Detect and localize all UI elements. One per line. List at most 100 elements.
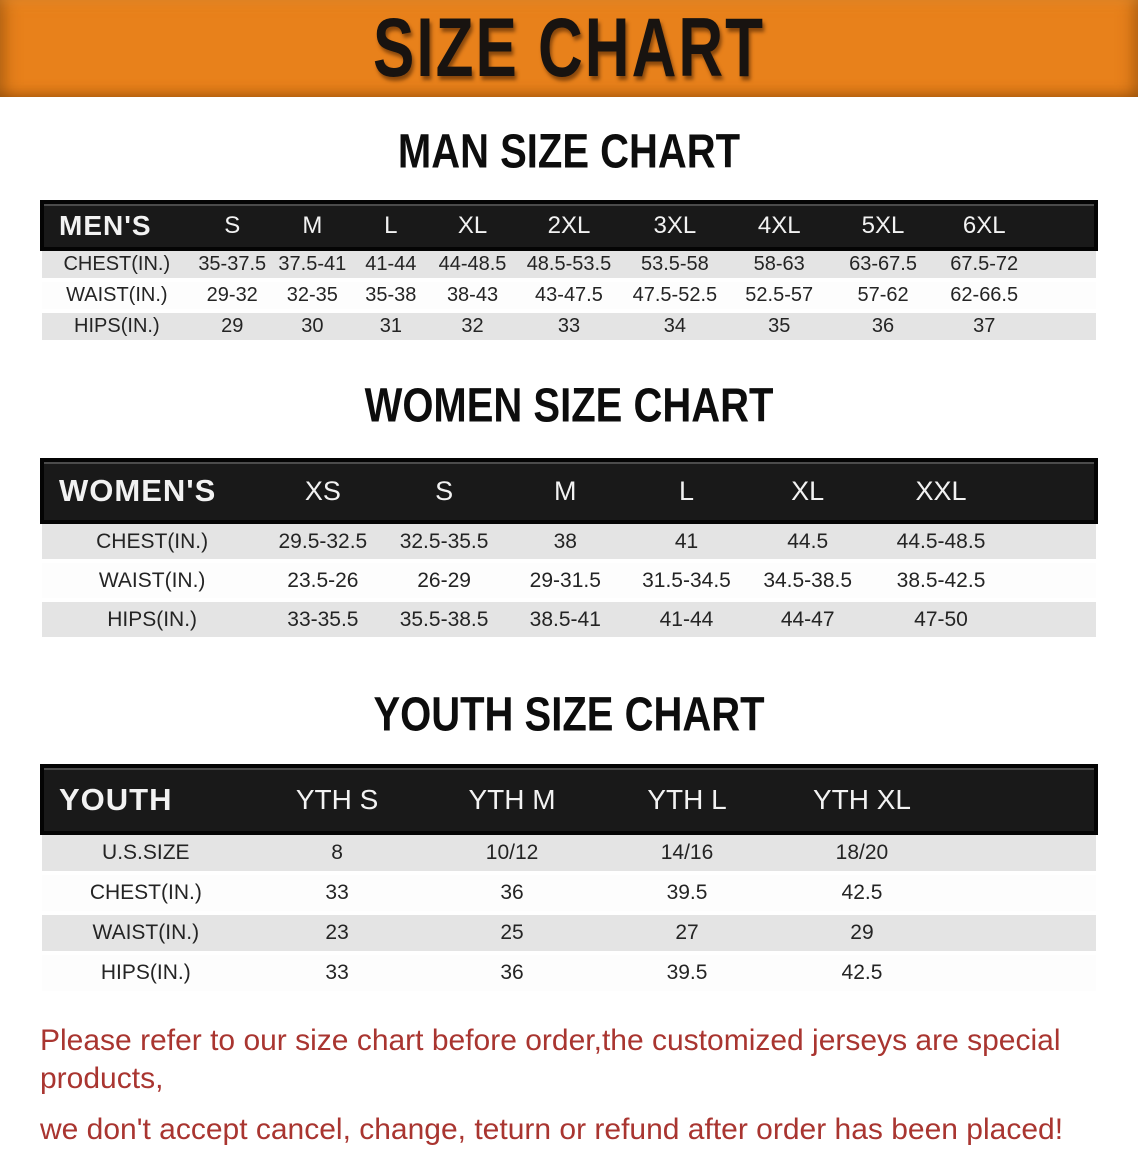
men-chest-in-2xl: 48.5-53.5	[515, 247, 623, 282]
men-hips-in-m: 30	[272, 311, 352, 344]
men-chest-in-xl: 44-48.5	[429, 247, 516, 282]
women-row-waist-in: WAIST(IN.) 23.5-26 26-29 29-31.5 31.5-34.5 34…	[42, 561, 1096, 602]
women-waist-in-m: 29-31.5	[504, 561, 626, 602]
youth-u-s-size-yth-m: 10/12	[424, 831, 600, 875]
men-hips-in-3xl: 34	[622, 311, 728, 344]
men-chest-in-3xl: 53.5-58	[622, 247, 728, 282]
youth-header-row: YOUTH YTH S YTH M YTH L YTH XL	[40, 764, 1098, 835]
men-size-table: MEN'S S M L XL 2XL 3XL 4XL 5XL 6XL CHEST(IN.) 35-37…	[40, 200, 1099, 344]
size-chart-banner: SIZE CHART	[0, 0, 1138, 97]
men-col-3xl: 3XL	[622, 200, 728, 251]
youth-col-yth-l: YTH L	[599, 764, 775, 835]
youth-col-yth-m: YTH M	[424, 764, 600, 835]
youth-col-yth-xl: YTH XL	[774, 764, 950, 835]
youth-col-yth-s: YTH S	[249, 764, 425, 835]
men-row-label-waist-in: WAIST(IN.)	[42, 280, 192, 313]
women-waist-in-xs: 23.5-26	[262, 561, 384, 602]
men-hips-in-5xl: 36	[831, 311, 935, 344]
women-section-heading-text: WOMEN SIZE CHART	[364, 379, 774, 433]
women-waist-in-xxl: 38.5-42.5	[868, 561, 1014, 602]
men-waist-in-4xl: 52.5-57	[727, 280, 832, 313]
youth-row-chest-in: CHEST(IN.) 33 36 39.5 42.5	[42, 873, 1096, 915]
youth-chest-in-yth-m: 36	[424, 873, 600, 915]
youth-row-label-u-s-size: U.S.SIZE	[42, 831, 250, 875]
men-hips-in-2xl: 33	[515, 311, 623, 344]
women-row-filler	[1013, 600, 1096, 641]
men-col-xl: XL	[429, 200, 516, 251]
men-row-waist-in: WAIST(IN.) 29-32 32-35 35-38 38-43 43-47.5 47.…	[42, 280, 1096, 313]
youth-row-filler	[949, 873, 1096, 915]
women-waist-in-l: 31.5-34.5	[625, 561, 748, 602]
men-row-label-hips-in: HIPS(IN.)	[42, 311, 192, 344]
men-col-l: L	[351, 200, 430, 251]
youth-u-s-size-yth-s: 8	[249, 831, 425, 875]
women-row-label-waist-in: WAIST(IN.)	[42, 561, 263, 602]
men-section-heading: MAN SIZE CHART	[0, 126, 1138, 179]
men-col-s: S	[191, 200, 273, 251]
youth-size-table: YOUTH YTH S YTH M YTH L YTH XL U.S.SIZE 8 10/12…	[40, 764, 1098, 995]
men-col-m: M	[272, 200, 352, 251]
men-hips-in-s: 29	[191, 311, 273, 344]
men-waist-in-m: 32-35	[272, 280, 352, 313]
women-hips-in-xxl: 47-50	[868, 600, 1014, 641]
order-notice: Please refer to our size chart before or…	[40, 1022, 1098, 1149]
women-row-filler	[1013, 561, 1096, 602]
men-col-2xl: 2XL	[515, 200, 623, 251]
men-hips-in-4xl: 35	[727, 311, 832, 344]
men-row-label-chest-in: CHEST(IN.)	[42, 247, 192, 282]
women-row-label-hips-in: HIPS(IN.)	[42, 600, 263, 641]
youth-size-section: YOUTH SIZE CHART YOUTH YTH S YTH M YTH L YTH…	[0, 689, 1138, 995]
women-header-filler	[1013, 458, 1099, 524]
men-row-filler	[1033, 280, 1096, 313]
men-chest-in-6xl: 67.5-72	[934, 247, 1034, 282]
women-col-xxl: XXL	[868, 458, 1014, 524]
women-row-filler	[1013, 520, 1096, 563]
women-col-xs: XS	[262, 458, 384, 524]
men-hips-in-xl: 32	[429, 311, 516, 344]
men-chest-in-m: 37.5-41	[272, 247, 352, 282]
men-waist-in-s: 29-32	[191, 280, 273, 313]
women-hips-in-m: 38.5-41	[504, 600, 626, 641]
men-header-filler	[1033, 200, 1099, 251]
youth-row-hips-in: HIPS(IN.) 33 36 39.5 42.5	[42, 953, 1096, 995]
youth-hips-in-yth-s: 33	[249, 953, 425, 995]
men-waist-in-5xl: 57-62	[831, 280, 935, 313]
women-hips-in-xs: 33-35.5	[262, 600, 384, 641]
women-chest-in-xs: 29.5-32.5	[262, 520, 384, 563]
men-col-5xl: 5XL	[831, 200, 935, 251]
women-col-xl: XL	[747, 458, 869, 524]
women-hips-in-s: 35.5-38.5	[383, 600, 505, 641]
men-col-6xl: 6XL	[934, 200, 1034, 251]
women-col-m: M	[504, 458, 626, 524]
men-row-filler	[1033, 311, 1096, 344]
women-hips-in-l: 41-44	[625, 600, 748, 641]
men-chest-in-5xl: 63-67.5	[831, 247, 935, 282]
women-chest-in-m: 38	[504, 520, 626, 563]
men-header-row: MEN'S S M L XL 2XL 3XL 4XL 5XL 6XL	[40, 200, 1099, 251]
men-col-4xl: 4XL	[727, 200, 832, 251]
women-col-l: L	[625, 458, 748, 524]
women-hips-in-xl: 44-47	[747, 600, 869, 641]
women-chest-in-xxl: 44.5-48.5	[868, 520, 1014, 563]
men-row-filler	[1033, 247, 1096, 282]
youth-waist-in-yth-m: 25	[424, 913, 600, 955]
men-section-heading-text: MAN SIZE CHART	[397, 125, 741, 179]
men-waist-in-6xl: 62-66.5	[934, 280, 1034, 313]
women-section-heading: WOMEN SIZE CHART	[0, 380, 1138, 433]
youth-hips-in-yth-xl: 42.5	[774, 953, 950, 995]
men-chest-in-s: 35-37.5	[191, 247, 273, 282]
women-row-hips-in: HIPS(IN.) 33-35.5 35.5-38.5 38.5-41 41-44 44-…	[42, 600, 1096, 641]
youth-waist-in-yth-s: 23	[249, 913, 425, 955]
women-corner-label: WOMEN'S	[39, 458, 263, 524]
women-row-chest-in: CHEST(IN.) 29.5-32.5 32.5-35.5 38 41 44.5 44.5…	[42, 520, 1096, 563]
notice-line-1: Please refer to our size chart before or…	[40, 1024, 1061, 1095]
youth-waist-in-yth-xl: 29	[774, 913, 950, 955]
men-waist-in-xl: 38-43	[429, 280, 516, 313]
men-chest-in-l: 41-44	[351, 247, 430, 282]
youth-section-heading: YOUTH SIZE CHART	[0, 689, 1138, 742]
youth-section-heading-text: YOUTH SIZE CHART	[373, 688, 765, 742]
youth-u-s-size-yth-l: 14/16	[599, 831, 775, 875]
youth-corner-label: YOUTH	[40, 764, 250, 835]
women-col-s: S	[383, 458, 505, 524]
